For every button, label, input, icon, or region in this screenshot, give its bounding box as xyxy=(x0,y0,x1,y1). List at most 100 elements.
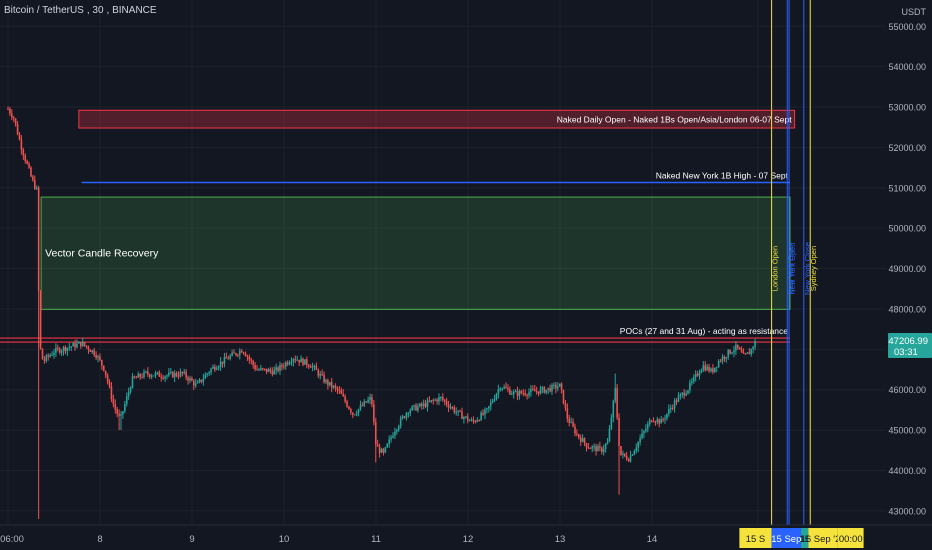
candle xyxy=(754,340,756,347)
candle xyxy=(148,374,151,377)
candle xyxy=(637,442,639,448)
candle xyxy=(654,421,657,423)
candle xyxy=(302,358,304,365)
candle xyxy=(409,410,412,414)
candle xyxy=(37,187,40,291)
candle xyxy=(737,344,739,348)
zone-label: Naked Daily Open - Naked 1Bs Open/Asia/L… xyxy=(557,115,792,125)
candle xyxy=(432,400,435,402)
candle xyxy=(95,355,97,358)
candle xyxy=(476,420,479,422)
candle xyxy=(85,345,88,347)
candle xyxy=(512,392,515,395)
candle xyxy=(173,373,176,378)
candle xyxy=(650,420,653,422)
candle xyxy=(261,368,264,370)
symbol-name[interactable]: Bitcoin / TetherUS xyxy=(4,5,84,16)
time-tick-label: 14 xyxy=(647,534,658,545)
candle xyxy=(715,366,718,368)
candle xyxy=(81,341,84,347)
candle xyxy=(618,417,620,447)
candle xyxy=(206,373,209,375)
candle xyxy=(562,389,565,404)
candle xyxy=(118,413,120,416)
candle xyxy=(240,350,243,353)
candle xyxy=(530,389,532,393)
candle xyxy=(487,406,490,409)
time-badge xyxy=(837,528,864,548)
candle xyxy=(221,361,224,364)
candle xyxy=(217,366,220,369)
candle xyxy=(114,404,117,410)
price-tick-label: 55000.00 xyxy=(888,22,926,32)
candle xyxy=(246,356,249,358)
time-tick-label: 8 xyxy=(97,534,102,545)
candle xyxy=(286,362,289,365)
candle xyxy=(750,349,753,355)
time-axis-bg xyxy=(0,525,886,550)
candle xyxy=(359,405,362,410)
candle xyxy=(706,366,708,371)
candle xyxy=(154,373,157,376)
candle xyxy=(177,375,180,377)
candle xyxy=(189,378,191,381)
candle xyxy=(547,387,549,390)
candle xyxy=(413,405,415,407)
vline-label: London Open xyxy=(771,246,780,291)
candle xyxy=(219,361,222,367)
time-tick-label: 11 xyxy=(371,534,381,545)
candle xyxy=(116,409,118,414)
candle xyxy=(555,384,557,389)
candle xyxy=(271,371,274,375)
candle xyxy=(348,406,350,410)
candle xyxy=(422,403,425,406)
last-price-badge xyxy=(888,332,932,358)
candle xyxy=(526,394,528,396)
candle xyxy=(200,379,203,382)
exchange: BINANCE xyxy=(112,5,157,16)
candle xyxy=(708,366,710,372)
candle xyxy=(522,393,525,395)
candle xyxy=(215,368,218,370)
candle xyxy=(430,400,433,402)
candle xyxy=(583,438,586,444)
candle xyxy=(346,401,348,407)
vline-label: New York Open xyxy=(788,242,797,294)
candle xyxy=(212,366,214,369)
candle xyxy=(451,407,454,409)
candle xyxy=(198,379,201,383)
time-badge xyxy=(771,528,802,548)
candle xyxy=(104,370,107,376)
candle xyxy=(70,346,73,348)
candle xyxy=(129,387,132,392)
candle xyxy=(652,421,655,423)
candle xyxy=(248,356,251,360)
candle xyxy=(256,369,258,371)
candle xyxy=(411,406,413,411)
candle xyxy=(76,343,78,348)
candle xyxy=(83,341,86,346)
candle xyxy=(602,448,605,453)
candle xyxy=(369,397,371,400)
price-axis[interactable]: USDT43000.0044000.0045000.0046000.004700… xyxy=(886,0,932,550)
candle xyxy=(578,434,580,438)
zones-layer: Naked Daily Open - Naked 1Bs Open/Asia/L… xyxy=(40,109,796,310)
candle xyxy=(252,360,254,366)
candle xyxy=(244,353,247,357)
candle xyxy=(472,419,475,422)
interval[interactable]: 30 xyxy=(92,5,104,16)
candle xyxy=(384,447,387,453)
candle xyxy=(597,446,599,452)
candle xyxy=(164,376,166,379)
candle xyxy=(18,134,21,140)
candle xyxy=(727,349,730,358)
candle xyxy=(700,369,703,374)
candle xyxy=(231,352,233,356)
candle xyxy=(141,376,143,378)
candle xyxy=(668,409,670,414)
candle xyxy=(313,365,316,367)
price-tick-label: 45000.00 xyxy=(888,426,926,436)
candle xyxy=(589,448,592,450)
